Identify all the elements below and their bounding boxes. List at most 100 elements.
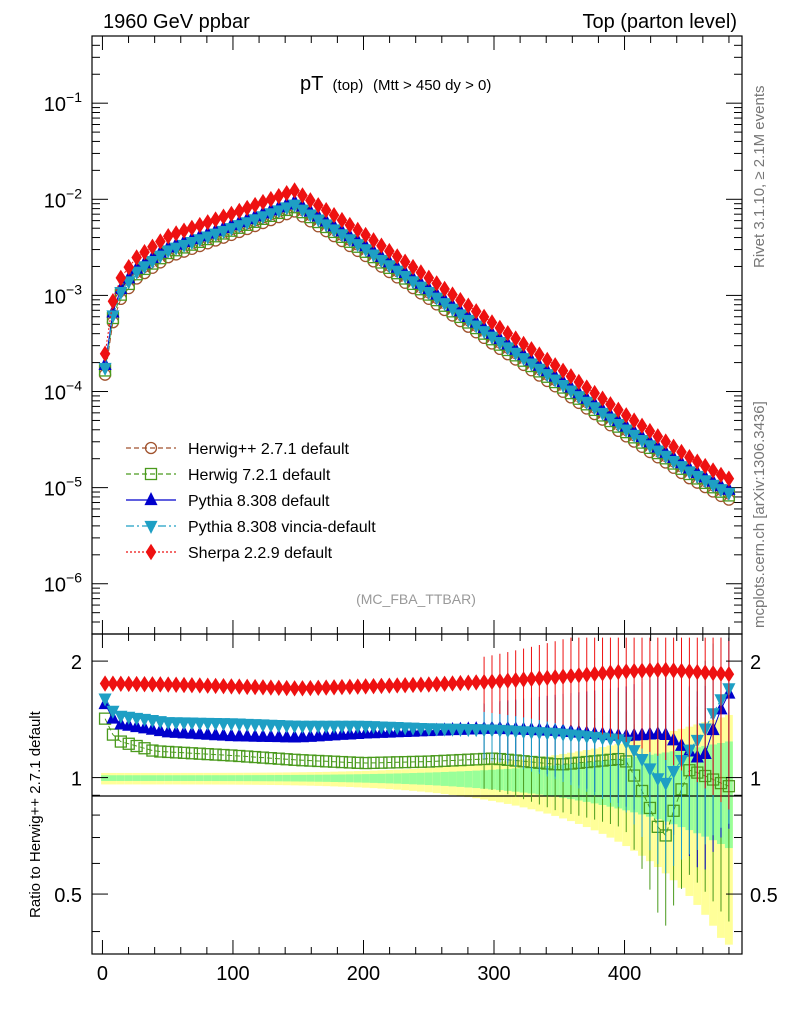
series-marker	[169, 242, 183, 256]
series-4	[99, 182, 735, 487]
series-marker	[470, 753, 483, 766]
series-marker	[154, 745, 167, 758]
series-marker	[383, 756, 396, 769]
series-marker	[502, 325, 514, 342]
series-marker	[320, 755, 333, 768]
ratio-band-1sigma	[298, 774, 307, 782]
series-marker	[414, 755, 428, 768]
series-marker	[319, 720, 333, 734]
series-marker	[406, 755, 420, 769]
legend-entry: Herwig 7.2.1 default	[126, 467, 331, 484]
series-marker	[462, 753, 475, 766]
series-marker	[201, 726, 215, 740]
series-marker	[722, 487, 736, 501]
series-marker	[145, 255, 159, 270]
legend-label: Herwig++ 2.7.1 default	[188, 441, 350, 458]
series-marker	[336, 211, 348, 229]
ratio-band-1sigma	[369, 773, 378, 783]
y-tick-label: 10−2	[44, 185, 82, 212]
series-marker	[668, 662, 679, 679]
series-marker	[201, 231, 215, 245]
series-marker	[486, 673, 498, 690]
series-marker	[627, 745, 641, 759]
series-marker	[439, 280, 450, 298]
series-marker	[130, 266, 144, 280]
ratio-band-1sigma	[416, 772, 425, 785]
series-marker	[376, 237, 387, 254]
series-marker	[431, 275, 442, 292]
series-marker	[177, 717, 191, 731]
series-marker	[406, 722, 420, 736]
series-marker	[699, 664, 711, 681]
ratio-band-1sigma	[148, 775, 157, 781]
series-marker	[494, 319, 506, 337]
series-marker	[256, 211, 270, 225]
series-marker	[178, 676, 190, 694]
series-marker	[374, 721, 388, 735]
series-marker	[217, 748, 230, 762]
series-marker	[415, 264, 427, 281]
series-marker	[311, 720, 325, 734]
series-marker	[501, 725, 515, 739]
series-marker	[161, 717, 175, 731]
mcplots-label: mcplots.cern.ch [arXiv:1306.3436]	[751, 401, 768, 628]
series-marker	[344, 678, 356, 696]
series-marker	[636, 417, 648, 435]
series-marker	[209, 748, 222, 761]
ratio-series-4	[99, 637, 735, 810]
series-marker	[375, 756, 388, 769]
series-marker	[256, 719, 270, 733]
x-tick-label: 300	[477, 963, 510, 985]
ratio-band-1sigma	[172, 775, 181, 781]
ratio-band-1sigma	[243, 775, 252, 782]
series-marker	[485, 724, 499, 738]
series-marker	[422, 755, 435, 768]
ratio-panel: 0.5 0.5 1 1 2 2 Ratio to Herwig++ 2.7.1 defau…	[27, 633, 778, 955]
series-marker	[288, 720, 302, 734]
series-marker	[137, 261, 152, 275]
series-marker	[209, 228, 223, 242]
series-marker	[549, 669, 561, 686]
ratio-tick-label: 0.5	[750, 885, 778, 907]
series-marker	[660, 433, 671, 450]
series-marker	[234, 678, 245, 695]
series-marker	[106, 728, 120, 741]
series-marker	[327, 755, 341, 768]
series-marker	[123, 258, 135, 276]
series-marker	[327, 727, 341, 741]
series-marker	[130, 739, 143, 753]
series-marker	[461, 724, 475, 738]
series-marker	[502, 672, 514, 689]
series-marker	[234, 202, 245, 220]
chart-title-cut: (Mtt > 450 dy > 0)	[373, 77, 491, 94]
series-marker	[185, 237, 199, 251]
y-tick-exponent: −6	[66, 570, 82, 586]
series-marker	[240, 728, 254, 742]
x-tick-label: 400	[608, 963, 641, 985]
series-marker	[170, 676, 182, 693]
y-tick-base: 10	[44, 190, 66, 212]
series-marker	[510, 330, 521, 347]
series-marker	[540, 727, 554, 741]
series-marker	[232, 220, 246, 234]
series-marker	[249, 678, 261, 696]
ratio-y-axis-label: Ratio to Herwig++ 2.7.1 default	[27, 710, 44, 918]
series-marker	[249, 196, 261, 214]
series-marker	[557, 362, 569, 380]
y-tick-base: 10	[44, 479, 66, 501]
y-tick-label: 10−1	[44, 89, 82, 116]
series-marker	[469, 724, 483, 738]
series-marker	[232, 718, 246, 732]
ratio-band-1sigma	[140, 775, 149, 781]
series-marker	[597, 390, 608, 407]
series-marker	[272, 205, 286, 219]
series-marker	[715, 665, 727, 682]
series-marker	[723, 470, 735, 487]
side-labels: Rivet 3.1.10, ≥ 2.1M events mcplots.cern…	[751, 86, 768, 629]
series-marker	[193, 726, 207, 740]
series-marker	[144, 492, 158, 506]
series-marker	[224, 728, 238, 742]
series-marker	[532, 727, 546, 741]
series-marker	[265, 190, 277, 208]
series-marker	[248, 214, 262, 228]
